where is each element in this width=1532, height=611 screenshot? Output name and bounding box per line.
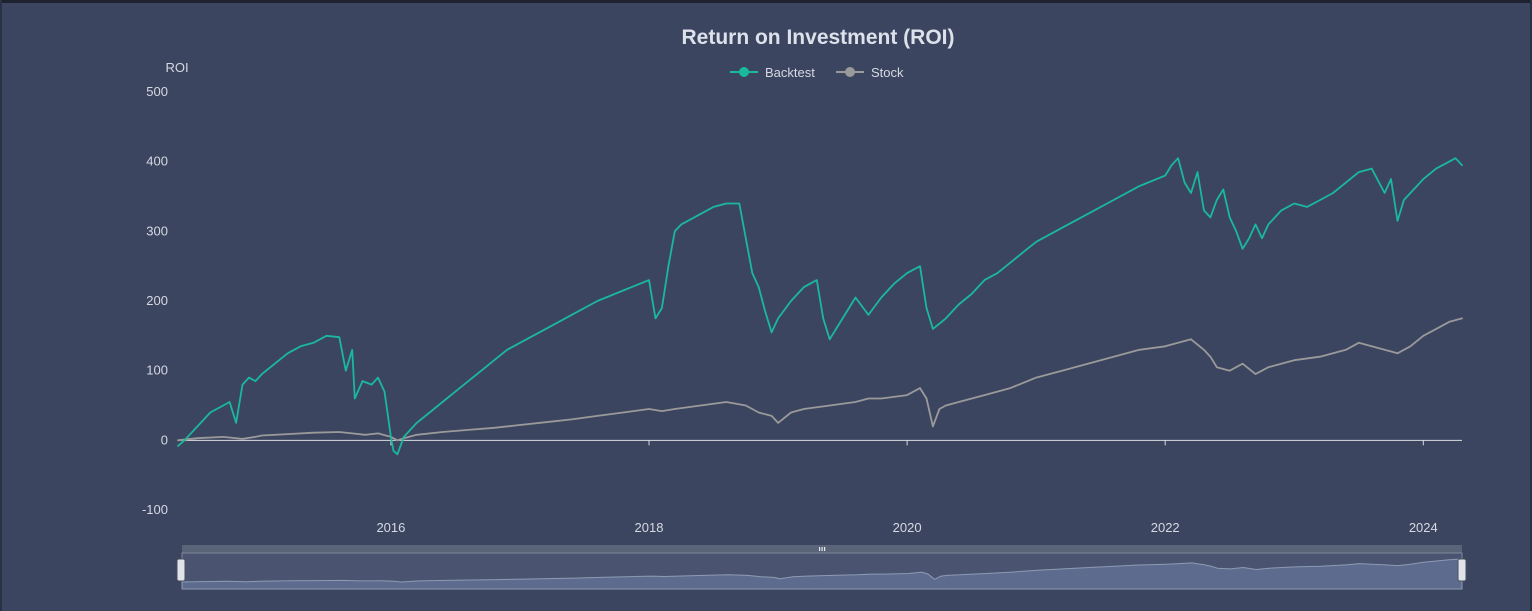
- x-tick-label: 2016: [376, 520, 405, 535]
- y-tick-label: 200: [146, 293, 168, 308]
- legend-item-backtest[interactable]: Backtest: [730, 65, 815, 80]
- series-layer: [177, 157, 1463, 456]
- zoom-slider-move-handle[interactable]: [819, 547, 826, 551]
- zoom-slider-right-handle[interactable]: [1457, 558, 1467, 582]
- x-tick-label: 2020: [893, 520, 922, 535]
- x-tick-label: 2024: [1409, 520, 1438, 535]
- legend-marker-backtest: [739, 67, 749, 77]
- left-border: [0, 0, 2, 611]
- y-tick-label: -100: [142, 502, 168, 517]
- y-tick-label: 400: [146, 154, 168, 169]
- y-tick-label: 300: [146, 223, 168, 238]
- legend-item-stock[interactable]: Stock: [836, 65, 904, 80]
- y-tick-label: 100: [146, 363, 168, 378]
- x-tick-label: 2022: [1151, 520, 1180, 535]
- y-tick-label: 500: [146, 84, 168, 99]
- legend-label-backtest: Backtest: [765, 65, 815, 80]
- legend-label-stock: Stock: [871, 65, 904, 80]
- x-tick-label: 2018: [635, 520, 664, 535]
- right-border: [1530, 0, 1532, 611]
- zoom-slider-left-handle[interactable]: [176, 558, 186, 582]
- series-line-backtest: [177, 157, 1463, 456]
- chart-title: Return on Investment (ROI): [681, 26, 954, 49]
- x-axis: 2016 2018 2020 2022 2024: [178, 439, 1462, 535]
- legend[interactable]: Backtest Stock: [730, 65, 904, 80]
- zoom-slider-preview: [181, 558, 1463, 590]
- y-axis-label: ROI: [165, 60, 188, 75]
- zoom-slider[interactable]: [176, 545, 1467, 590]
- y-axis-ticks: -100 0 100 200 300 400 500: [142, 84, 168, 517]
- y-tick-label: 0: [161, 432, 168, 447]
- top-border: [0, 0, 1532, 3]
- legend-marker-stock: [845, 67, 855, 77]
- series-line-stock: [177, 317, 1463, 442]
